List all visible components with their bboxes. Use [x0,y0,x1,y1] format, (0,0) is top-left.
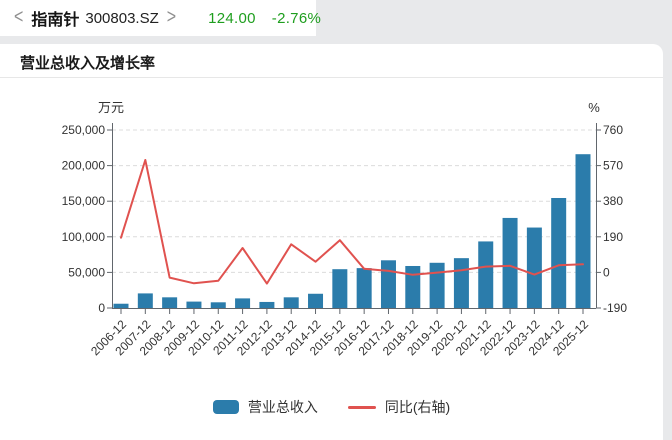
stock-change: -2.76% [271,9,322,27]
revenue-bar[interactable] [308,293,324,308]
right-axis-tick-label: 380 [603,194,623,208]
title-divider [0,77,663,78]
legend-label-revenue: 营业总收入 [247,399,318,415]
left-axis-unit-label: 万元 [98,100,124,115]
right-axis-tick-label: -190 [603,301,627,315]
line-series-swatch-icon [347,405,376,409]
right-axis-tick-label: 570 [603,159,623,173]
revenue-bar[interactable] [283,297,299,308]
stock-price: 124.00 [208,9,256,27]
left-axis-tick-label: 100,000 [62,230,106,244]
revenue-bar[interactable] [405,265,421,308]
revenue-bar[interactable] [259,301,275,308]
legend-item-yoy[interactable]: 同比(右轴) [347,397,451,417]
yoy-growth-line [120,159,584,285]
revenue-bar[interactable] [526,227,542,308]
left-axis-tick-label: 0 [98,301,105,315]
revenue-bar[interactable] [453,258,469,308]
revenue-bar[interactable] [380,260,396,308]
revenue-bar[interactable] [235,298,251,308]
left-axis-tick-label: 150,000 [62,194,106,208]
revenue-bar[interactable] [429,262,445,308]
left-axis-tick-label: 50,000 [68,265,105,279]
legend-label-yoy: 同比(右轴) [384,399,451,415]
right-axis-tick-label: 0 [603,265,610,279]
revenue-bar[interactable] [137,293,153,308]
revenue-bar[interactable] [332,269,348,308]
legend-item-revenue[interactable]: 营业总收入 [212,397,318,417]
right-axis-tick-label: 760 [603,123,623,137]
stock-name: 指南针 [31,12,80,29]
chart-legend: 营业总收入 同比(右轴) [0,392,663,422]
chevron-right-icon[interactable]: > [166,6,177,28]
revenue-bar[interactable] [356,268,372,308]
right-axis-tick-label: 190 [603,230,623,244]
revenue-bar[interactable] [210,302,226,308]
chart-card: 营业总收入及增长率 0 50,000 100,000 150,000 200,000 25… [0,44,663,440]
left-axis-tick-label: 250,000 [62,123,106,137]
revenue-bar[interactable] [162,297,178,308]
bar-series-swatch-icon [212,400,239,414]
right-axis-unit-label: % [588,100,600,115]
chevron-left-icon[interactable]: < [14,6,24,28]
revenue-bar[interactable] [478,241,494,308]
revenue-growth-chart: 0 50,000 100,000 150,000 200,000 250,000 -190 0… [62,100,628,358]
chart-title: 营业总收入及增长率 [20,55,156,72]
revenue-bar[interactable] [113,303,129,308]
revenue-bar[interactable] [575,154,591,308]
revenue-bar[interactable] [502,217,518,308]
revenue-bar[interactable] [551,197,567,308]
left-axis-tick-label: 200,000 [62,159,106,173]
stock-code: 300803.SZ [85,9,159,27]
breadcrumb: < 指南针 300803.SZ > 124.00 -2.76% [0,0,321,36]
revenue-bar[interactable] [186,301,202,308]
